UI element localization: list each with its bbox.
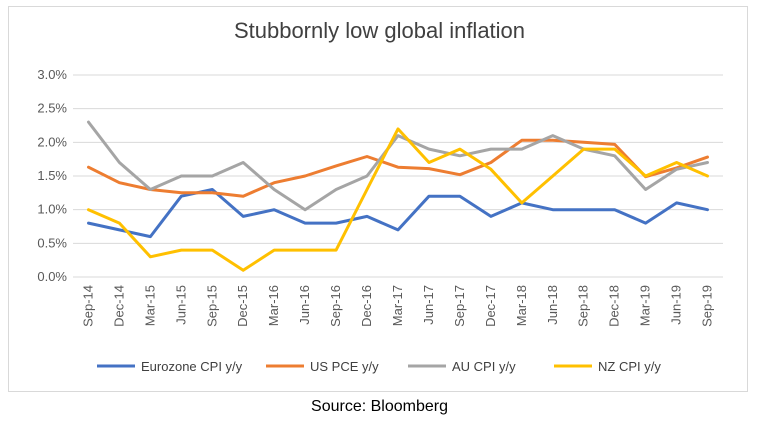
x-tick-label: Jun-16 (297, 285, 312, 325)
x-tick-label: Sep-19 (700, 285, 715, 327)
x-tick-label: Jun-15 (173, 285, 188, 325)
y-tick-label: 1.5% (37, 168, 67, 183)
x-tick-label: Jun-18 (545, 285, 560, 325)
legend-label: Eurozone CPI y/y (141, 359, 243, 374)
x-tick-label: Sep-16 (328, 285, 343, 327)
gridlines (73, 74, 723, 278)
x-tick-label: Mar-19 (638, 285, 653, 326)
x-tick-label: Mar-15 (142, 285, 157, 326)
legend-label: AU CPI y/y (452, 359, 516, 374)
x-tick-label: Dec-14 (111, 285, 126, 327)
chart-frame (8, 6, 748, 392)
series-line (87, 188, 709, 239)
series-line (87, 127, 709, 272)
chart-title: Stubbornly low global inflation (233, 18, 526, 43)
x-tick-label: Jun-17 (421, 285, 436, 325)
y-axis-tick-labels: 0.0% 0.5% 1.0% 1.5% 2.0% 2.5% 3.0% (37, 67, 67, 284)
y-tick-label: 2.0% (37, 134, 67, 149)
source-note: Source: Bloomberg (311, 398, 448, 415)
series-lines (87, 120, 709, 272)
legend-label: NZ CPI y/y (598, 359, 661, 374)
y-tick-label: 0.5% (37, 235, 67, 250)
x-tick-label: Mar-16 (266, 285, 281, 326)
x-tick-label: Mar-17 (390, 285, 405, 326)
x-tick-label: Mar-18 (514, 285, 529, 326)
y-tick-label: 0.0% (37, 269, 67, 284)
x-axis-tick-labels: Sep-14 Dec-14 Mar-15 Jun-15 Sep-15 Dec-15 Mar-… (80, 285, 714, 327)
x-tick-label: Sep-17 (452, 285, 467, 327)
x-tick-label: Sep-14 (80, 285, 95, 327)
legend: Eurozone CPI y/y US PCE y/y AU CPI y/y NZ C… (97, 359, 661, 374)
x-tick-label: Sep-15 (204, 285, 219, 327)
x-tick-label: Dec-16 (359, 285, 374, 327)
legend-label: US PCE y/y (310, 359, 379, 374)
y-tick-label: 2.5% (37, 101, 67, 116)
x-tick-label: Dec-18 (607, 285, 622, 327)
series-line (87, 120, 709, 212)
x-tick-label: Jun-19 (669, 285, 684, 325)
series-line (87, 138, 709, 198)
y-tick-label: 3.0% (37, 67, 67, 82)
x-tick-label: Dec-17 (483, 285, 498, 327)
x-tick-label: Dec-15 (235, 285, 250, 327)
y-tick-label: 1.0% (37, 202, 67, 217)
x-tick-label: Sep-18 (576, 285, 591, 327)
